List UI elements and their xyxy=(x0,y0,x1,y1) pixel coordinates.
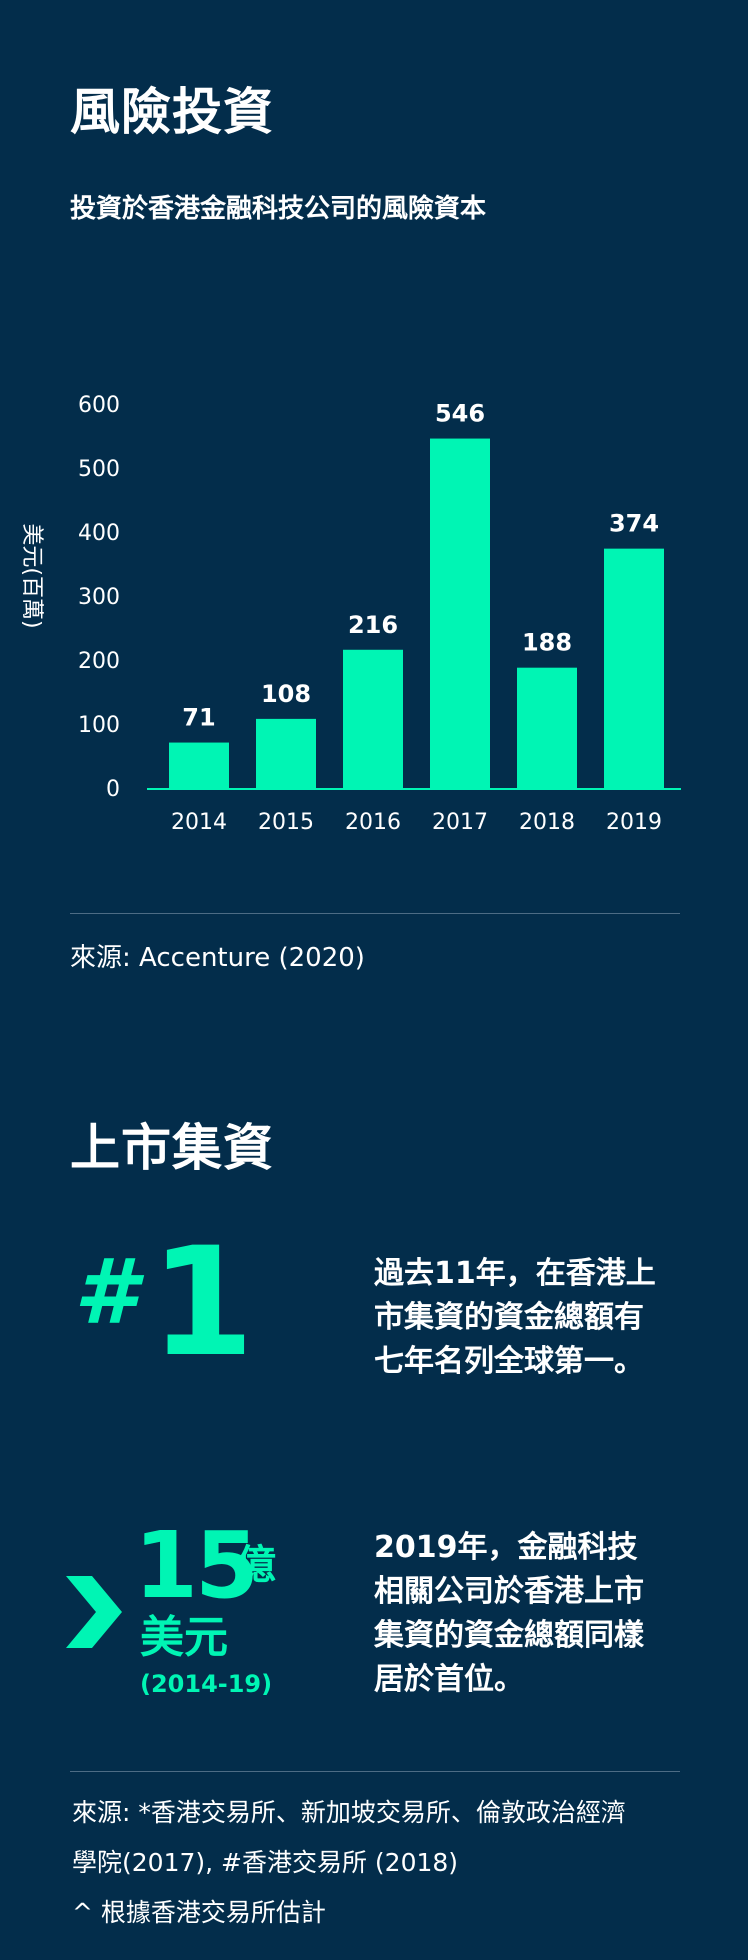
chevron-right-icon xyxy=(66,1576,122,1648)
stat2-line-4: 居於首位。 xyxy=(374,1662,524,1697)
stat2-line-3: 集資的資金總額同樣 xyxy=(374,1618,644,1653)
divider-2 xyxy=(70,1771,680,1772)
stat2-text: 2019年，金融科技 相關公司於香港上市 集資的資金總額同樣 居於首位。 xyxy=(374,1526,644,1702)
y-tick-label: 500 xyxy=(78,457,120,482)
bar-2017 xyxy=(430,438,490,788)
stat1-line-3: 七年名列全球第一。 xyxy=(374,1344,644,1379)
bar-2015 xyxy=(256,718,316,788)
data-label-2019: 374 xyxy=(609,510,659,538)
x-tick-label-2017: 2017 xyxy=(432,810,488,835)
y-tick-label: 200 xyxy=(78,649,120,674)
y-tick-label: 400 xyxy=(78,521,120,546)
footnote-2: 學院(2017), #香港交易所 (2018) xyxy=(72,1848,459,1877)
data-label-2015: 108 xyxy=(261,680,311,708)
stat2-currency: 美元 xyxy=(140,1612,228,1663)
rank-number: 1 xyxy=(150,1216,255,1390)
y-tick-label: 0 xyxy=(106,777,120,802)
footnotes: 來源: *香港交易所、新加坡交易所、倫敦政治經濟 學院(2017), #香港交易… xyxy=(72,1788,626,1938)
stat1-line-2: 市集資的資金總額有 xyxy=(374,1300,644,1335)
stat2-line-1: 2019年，金融科技 xyxy=(374,1530,638,1565)
y-tick-label: 300 xyxy=(78,585,120,610)
data-label-2016: 216 xyxy=(348,611,398,639)
data-label-2014: 71 xyxy=(182,704,215,732)
venture-capital-bar-chart: 0 100 200 300 400 500 600 71 2014 108 2015 216 2016 5… xyxy=(78,393,681,835)
x-tick-label-2019: 2019 xyxy=(606,810,662,835)
divider-1 xyxy=(70,913,680,914)
bar-2018 xyxy=(517,667,577,788)
section-title-ipo: 上市集資 xyxy=(70,1119,274,1177)
stat2-number: 15 xyxy=(134,1512,259,1619)
section-title-venture: 風險投資 xyxy=(70,83,274,141)
bar-2016 xyxy=(343,649,403,788)
data-label-2018: 188 xyxy=(522,629,572,657)
x-tick-label-2016: 2016 xyxy=(345,810,401,835)
stat2-unit: 億 xyxy=(236,1542,276,1588)
footnote-1: 來源: *香港交易所、新加坡交易所、倫敦政治經濟 xyxy=(72,1798,626,1827)
stat2-line-2: 相關公司於香港上市 xyxy=(374,1574,644,1609)
x-tick-label-2018: 2018 xyxy=(519,810,575,835)
bar-2014 xyxy=(169,742,229,788)
stat1-text: 過去11年，在香港上 市集資的資金總額有 七年名列全球第一。 xyxy=(374,1252,656,1384)
x-tick-label-2015: 2015 xyxy=(258,810,314,835)
bar-2019 xyxy=(604,548,664,788)
source-venture: 來源: Accenture (2020) xyxy=(70,943,365,973)
footnote-3: ^ 根據香港交易所估計 xyxy=(72,1898,326,1927)
x-tick-label-2014: 2014 xyxy=(171,810,227,835)
section-subtitle-venture: 投資於香港金融科技公司的風險資本 xyxy=(70,194,487,224)
stat2-period: (2014-19) xyxy=(140,1670,273,1698)
y-tick-label: 100 xyxy=(78,713,120,738)
data-label-2017: 546 xyxy=(435,400,485,428)
stat1-line-1: 過去11年，在香港上 xyxy=(374,1256,656,1291)
rank-hash: # xyxy=(74,1240,137,1345)
y-tick-label: 600 xyxy=(78,393,120,418)
